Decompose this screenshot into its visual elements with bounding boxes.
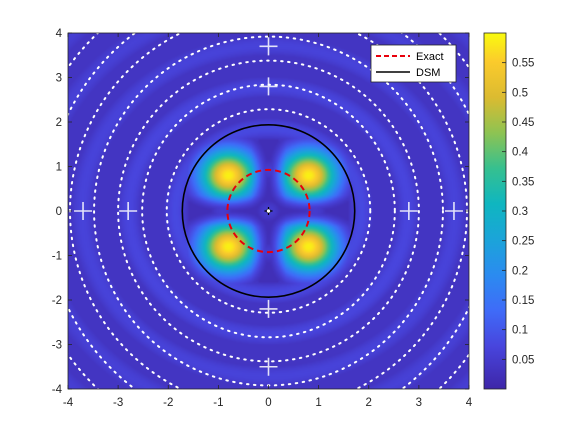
colorbar-tick-label: 0.15 [512,295,534,307]
x-axis: -4 -3 -2 -1 0 1 2 3 4 [63,33,473,409]
axis-artifact [259,299,278,318]
center-marker-dot [266,208,271,214]
axis-artifact [74,202,93,220]
legend-dsm-label: DSM [416,67,440,79]
legend: Exact DSM [370,44,457,83]
colorbar-tick-label: 0.05 [512,354,534,366]
axis-artifact [444,202,463,220]
y-axis: 4 3 2 1 0 -1 -2 -3 -4 [52,28,469,396]
axis-artifact [259,37,278,56]
colorbar-tick-label: 0.35 [512,176,534,188]
legend-exact-label: Exact [416,51,444,63]
y-tick-label: -1 [52,251,62,263]
y-tick-label: 3 [56,73,62,85]
x-tick-label: -2 [163,397,173,409]
y-tick-label: 0 [56,206,62,218]
x-tick-label: 3 [416,397,422,409]
axis-artifact [259,77,278,96]
colorbar-tick-label: 0.1 [512,325,528,337]
contour-ring [117,59,420,363]
y-tick-label: 1 [56,162,62,174]
x-tick-label: 1 [315,397,321,409]
colorbar-tick-label: 0.45 [512,117,534,129]
series-exact-circle [226,168,311,254]
series-dsm-circle [181,123,356,299]
colorbar-tick-label: 0.5 [512,87,528,99]
colorbar-tick-label: 0.2 [512,265,528,277]
y-tick-label: -3 [52,340,62,352]
y-tick-label: -4 [52,384,63,396]
axis-artifact [259,357,278,376]
colorbar-tick-label: 0.25 [512,236,534,248]
x-tick-label: 2 [366,397,372,409]
contour-ring [165,108,372,314]
x-tick-label: 4 [466,397,473,409]
axis-artifact [399,202,418,220]
colorbar-tick-label: 0.55 [512,58,534,70]
axis-artifact [119,202,138,220]
heatmap-plot-area [67,32,470,390]
colorbar-tick-label: 0.4 [512,147,529,159]
x-tick-label: -4 [63,397,74,409]
legend-box [370,44,457,83]
colorbar: 0.55 0.5 0.45 0.4 0.35 0.3 0.25 0.2 0.15 0.1 0.05 [483,32,534,390]
x-tick-label: -3 [113,397,123,409]
colorbar-tick-label: 0.3 [512,206,528,218]
x-tick-label: -1 [213,397,223,409]
y-tick-label: 2 [56,117,62,129]
y-tick-label: -2 [52,295,62,307]
y-tick-label: 4 [56,28,63,40]
x-tick-label: 0 [265,397,271,409]
